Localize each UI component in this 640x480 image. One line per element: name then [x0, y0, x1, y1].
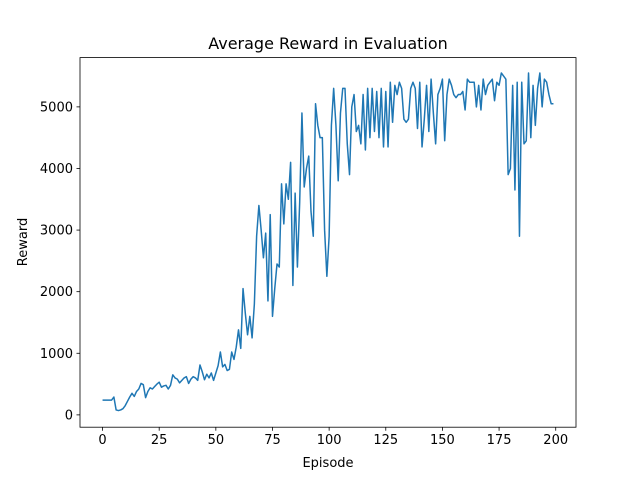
y-tick-label: 5000: [40, 100, 73, 115]
x-tick-label: 175: [487, 433, 512, 448]
y-tick-label: 2000: [40, 285, 73, 300]
y-tick-label: 1000: [40, 347, 73, 362]
chart-title: Average Reward in Evaluation: [208, 34, 448, 53]
x-tick-label: 25: [151, 433, 168, 448]
y-tick-label: 0: [65, 408, 73, 423]
x-tick-label: 50: [208, 433, 225, 448]
plot-frame: [79, 57, 577, 428]
x-tick-label: 200: [543, 433, 568, 448]
line-series: [102, 72, 554, 412]
x-tick-label: 125: [373, 433, 398, 448]
x-tick-label: 0: [98, 433, 106, 448]
x-tick-label: 75: [264, 433, 281, 448]
y-axis-label: Reward: [16, 218, 31, 266]
x-tick-label: 150: [430, 433, 455, 448]
x-axis-label: Episode: [302, 456, 353, 471]
y-tick-label: 4000: [40, 162, 73, 177]
x-tick-label: 100: [317, 433, 342, 448]
y-tick-label: 3000: [40, 224, 73, 239]
